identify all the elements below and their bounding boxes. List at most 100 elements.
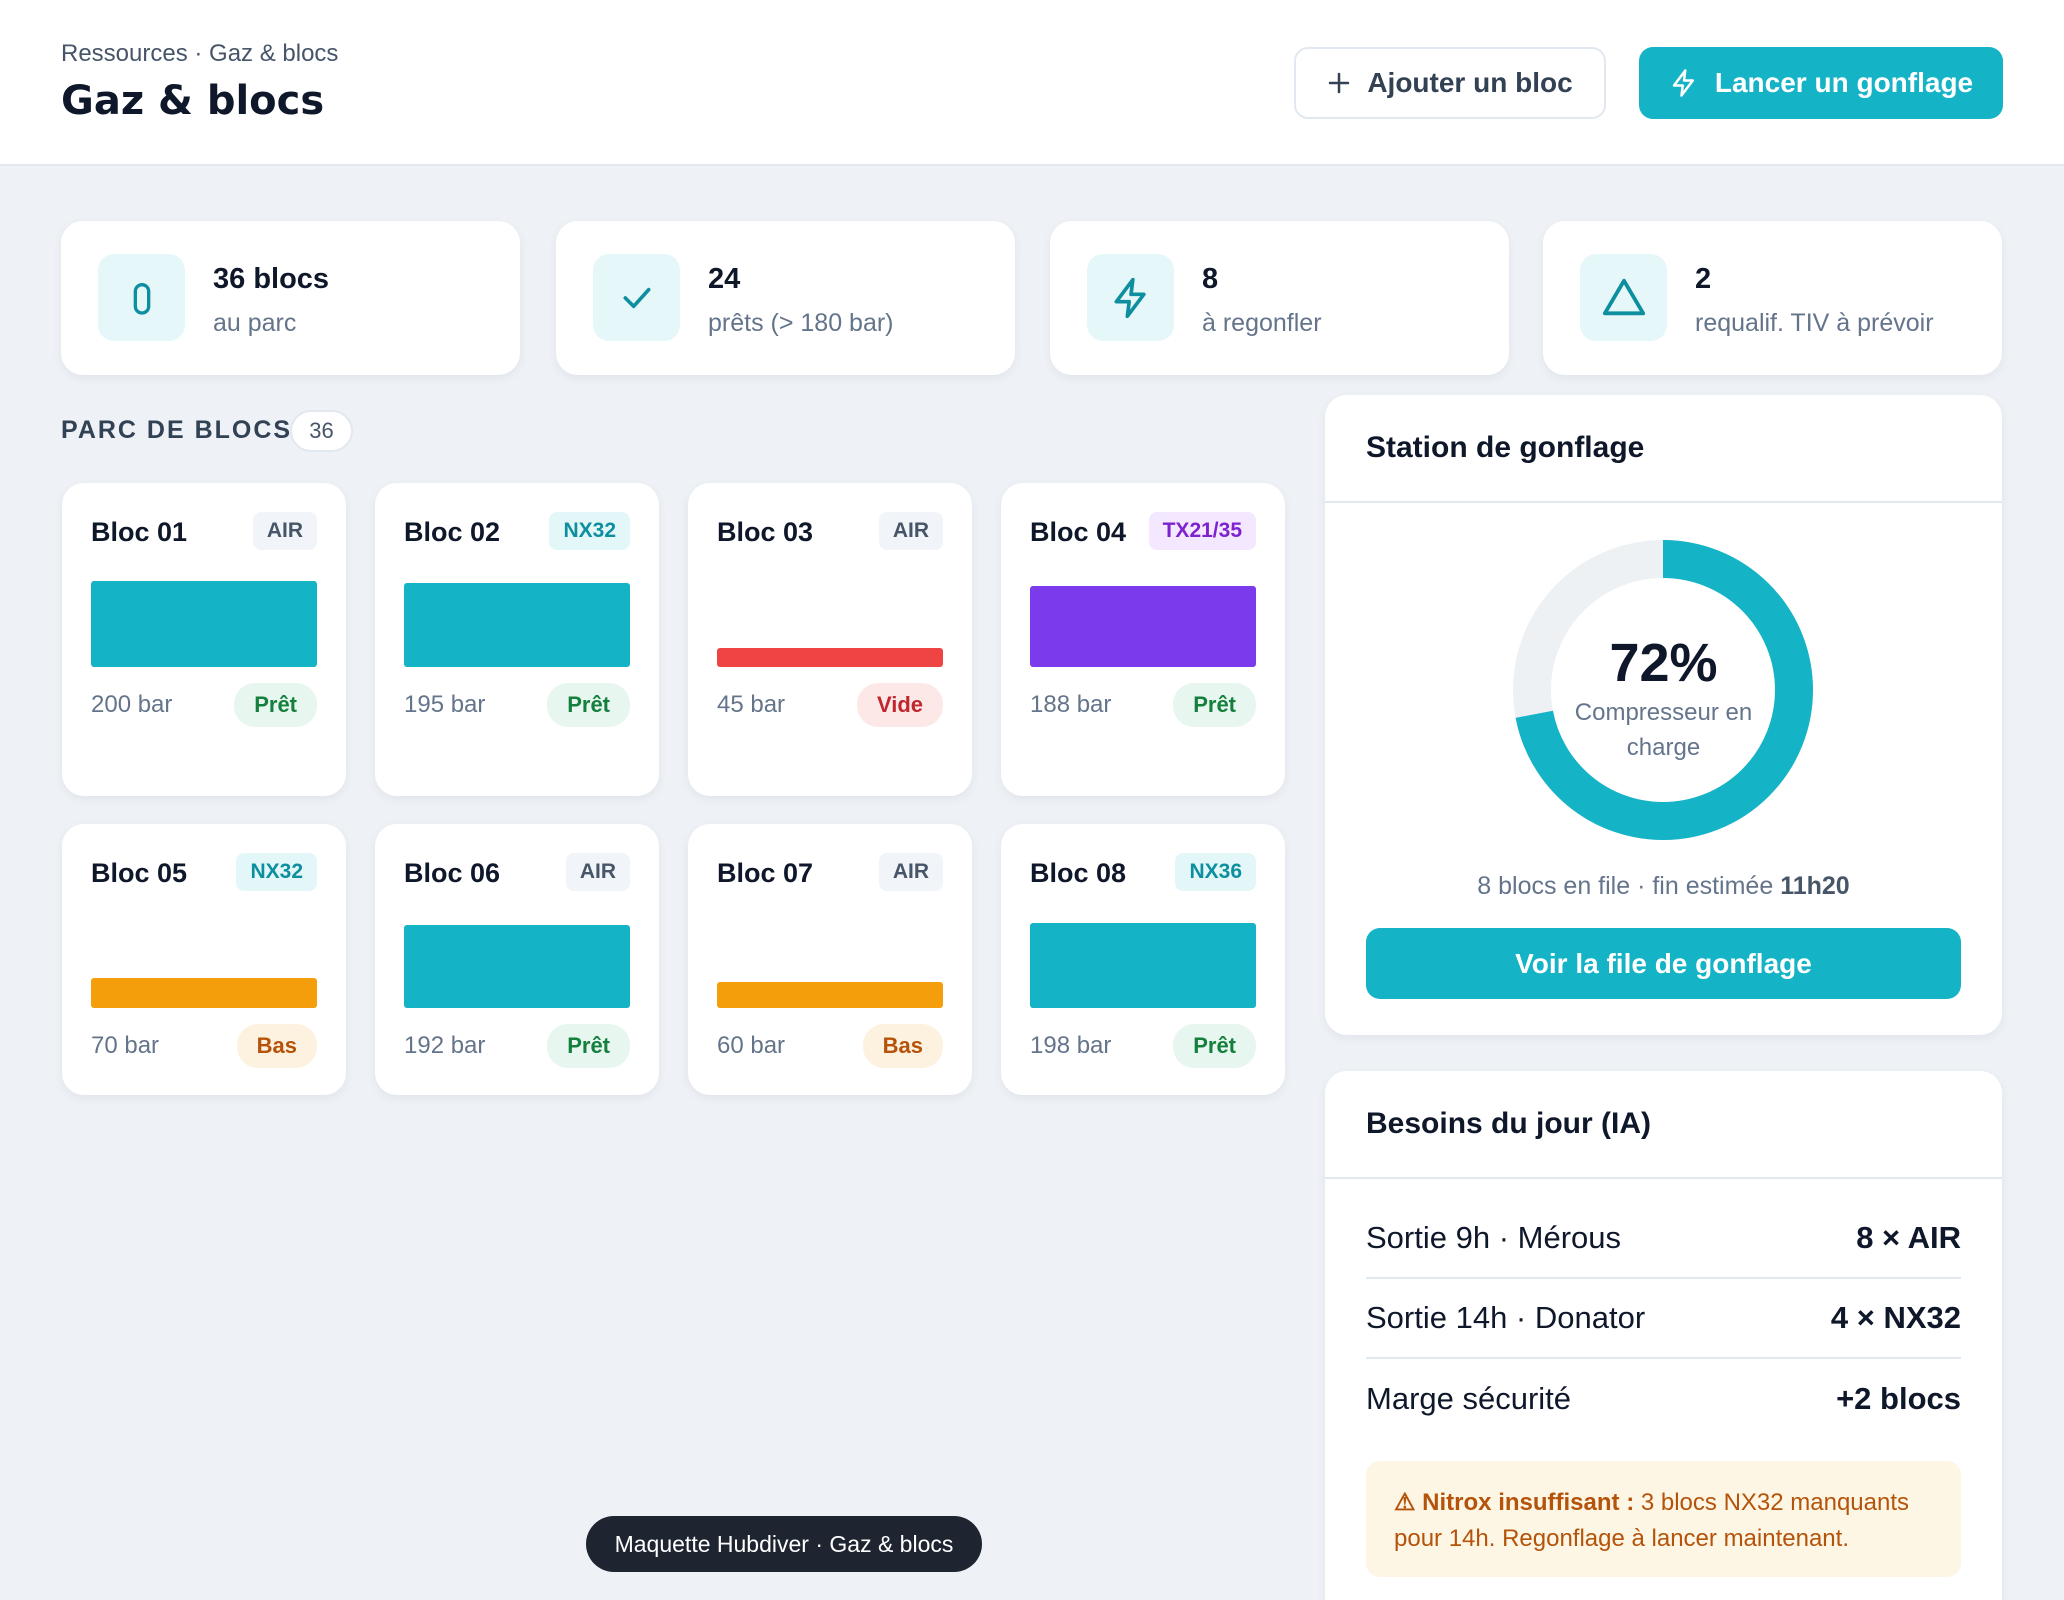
needs-panel: Besoins du jour (IA) Sortie 9h · Mérous 8…: [1325, 1071, 2002, 1600]
add-button[interactable]: Ajouter un bloc: [1294, 47, 1606, 119]
queue-text: 8 blocs en file · fin estimée: [1477, 872, 1774, 900]
bolt-icon: [1672, 69, 1694, 97]
alert-text: 3 blocs NX32 manquants pour 14h. Regonfl…: [1394, 1489, 1910, 1552]
bar-area: [1030, 893, 1256, 1008]
bloc-card[interactable]: Bloc 05 NX32 70 bar Bas: [62, 824, 346, 1095]
stat-icon: [1580, 254, 1667, 341]
stat-value: 24: [708, 263, 741, 295]
bar-area: [91, 552, 317, 667]
bloc-card[interactable]: Bloc 04 TX21/35 188 bar Prêt: [1001, 483, 1285, 796]
stat-label: au parc: [213, 309, 297, 337]
bloc-card[interactable]: Bloc 08 NX36 198 bar Prêt: [1001, 824, 1285, 1095]
queue-button[interactable]: Voir la file de gonflage: [1366, 928, 1961, 999]
section-count: 36: [290, 410, 353, 452]
gas-tag: NX32: [549, 512, 630, 550]
status-chip: Prêt: [547, 1024, 630, 1068]
bloc-head: Bloc 07 AIR: [717, 853, 943, 893]
bloc-card[interactable]: Bloc 01 AIR 200 bar Prêt: [62, 483, 346, 796]
pressure-bar: [91, 581, 317, 667]
launch-button[interactable]: Lancer un gonflage: [1639, 47, 2003, 119]
need-label: Marge sécurité: [1366, 1381, 1572, 1416]
bloc-name: Bloc 08: [1030, 858, 1127, 888]
stat-icon: [1087, 254, 1174, 341]
status-chip: Prêt: [1173, 683, 1256, 727]
stat-value: 2: [1695, 263, 1712, 295]
bar-area: [404, 893, 630, 1008]
bloc-head: Bloc 02 NX32: [404, 512, 630, 552]
panel-title: Besoins du jour (IA): [1325, 1071, 2002, 1179]
stat-icon: [98, 254, 185, 341]
bloc-name: Bloc 06: [404, 858, 501, 888]
gauge-caption: Compresseur en charge: [1574, 699, 1753, 761]
gas-tag: AIR: [252, 512, 317, 550]
bloc-foot: 188 bar Prêt: [1030, 683, 1256, 727]
gas-tag: NX36: [1175, 853, 1256, 891]
status-chip: Prêt: [234, 683, 317, 727]
status-chip: Bas: [236, 1024, 317, 1068]
pressure-label: 188 bar: [1030, 691, 1112, 718]
bloc-foot: 200 bar Prêt: [91, 683, 317, 727]
pressure-bar: [91, 977, 317, 1008]
stat-value: 36 blocs: [213, 263, 330, 295]
pressure-bar: [1030, 922, 1256, 1008]
gas-tag: AIR: [565, 853, 630, 891]
gas-tag: NX32: [236, 853, 317, 891]
bloc-card[interactable]: Bloc 02 NX32 195 bar Prêt: [375, 483, 659, 796]
pressure-label: 192 bar: [404, 1032, 486, 1059]
bar-area: [717, 552, 943, 667]
bloc-foot: 192 bar Prêt: [404, 1024, 630, 1068]
need-row: Marge sécurité +2 blocs: [1366, 1359, 1961, 1439]
bloc-name: Bloc 03: [717, 517, 814, 547]
bloc-name: Bloc 01: [91, 517, 188, 547]
bloc-foot: 195 bar Prêt: [404, 683, 630, 727]
status-chip: Bas: [862, 1024, 943, 1068]
gauge-arc: [1513, 540, 1813, 840]
bloc-head: Bloc 03 AIR: [717, 512, 943, 552]
pressure-label: 195 bar: [404, 691, 486, 718]
bloc-card[interactable]: Bloc 03 AIR 45 bar Vide: [688, 483, 972, 796]
gauge-value: 72%: [1609, 633, 1718, 693]
bloc-card[interactable]: Bloc 07 AIR 60 bar Bas: [688, 824, 972, 1095]
breadcrumb[interactable]: Ressources · Gaz & blocs: [61, 40, 339, 67]
bloc-name: Bloc 02: [404, 517, 501, 547]
bloc-name: Bloc 07: [717, 858, 814, 888]
gas-tag: TX21/35: [1148, 512, 1256, 550]
status-chip: Prêt: [547, 683, 630, 727]
pressure-label: 198 bar: [1030, 1032, 1112, 1059]
pressure-bar: [404, 925, 630, 1008]
stat-label: à regonfler: [1202, 309, 1322, 337]
bloc-grid: Bloc 01 AIR 200 bar Prêt Bloc 02 NX32 195 bar P…: [62, 483, 1286, 1095]
stat-label: prêts (> 180 bar): [708, 309, 894, 337]
bloc-card[interactable]: Bloc 06 AIR 192 bar Prêt: [375, 824, 659, 1095]
need-value: +2 blocs: [1836, 1381, 1961, 1416]
stat-card: 2 requalif. TIV à prévoir: [1543, 221, 2002, 375]
need-label: Sortie 9h · Mérous: [1366, 1220, 1621, 1255]
gauge: [1513, 540, 1813, 840]
panel-title: Station de gonflage: [1325, 395, 2002, 503]
header: Ressources · Gaz & blocs Gaz & blocs Ajo…: [0, 0, 2064, 166]
pressure-label: 60 bar: [717, 1032, 786, 1059]
station-panel: Station de gonflage 72% Compresseur en c…: [1325, 395, 2002, 1035]
bloc-foot: 45 bar Vide: [717, 683, 943, 727]
pressure-bar: [404, 583, 630, 667]
bloc-head: Bloc 05 NX32: [91, 853, 317, 893]
bar-area: [717, 893, 943, 1008]
stat-value: 8: [1202, 263, 1219, 295]
bloc-head: Bloc 08 NX36: [1030, 853, 1256, 893]
footer-pill: Maquette Hubdiver · Gaz & blocs: [586, 1516, 982, 1572]
bloc-head: Bloc 04 TX21/35: [1030, 512, 1256, 552]
stat-label: requalif. TIV à prévoir: [1695, 309, 1934, 337]
stat-card: 8 à regonfler: [1050, 221, 1509, 375]
section-title: PARC DE BLOCS: [61, 416, 293, 444]
page-title: Gaz & blocs: [61, 78, 325, 124]
bloc-foot: 70 bar Bas: [91, 1024, 317, 1068]
queue-end: 11h20: [1780, 872, 1850, 900]
bar-area: [91, 893, 317, 1008]
plus-icon: [1329, 72, 1350, 94]
bar-area: [404, 552, 630, 667]
bloc-name: Bloc 04: [1030, 517, 1127, 547]
pressure-label: 45 bar: [717, 691, 786, 718]
need-label: Sortie 14h · Donator: [1366, 1300, 1646, 1335]
stat-icon: [593, 254, 680, 341]
